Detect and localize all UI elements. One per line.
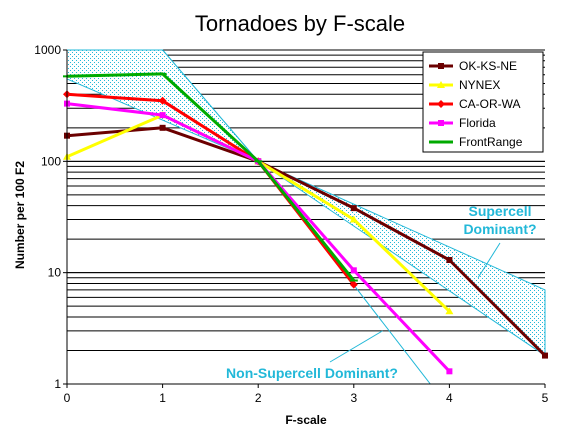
annotation-line: Dominant? — [463, 221, 536, 237]
series-line — [66, 113, 451, 313]
series-ok-ks-ne — [64, 124, 548, 359]
y-tick-label: 1000 — [34, 43, 61, 57]
legend-label: OK-KS-NE — [459, 59, 517, 73]
annotation-arrow — [477, 242, 501, 279]
legend-entry: NYNEX — [429, 78, 500, 92]
series-line — [66, 72, 355, 282]
x-tick-label: 2 — [255, 391, 262, 405]
y-tick-label: 1 — [54, 377, 61, 391]
data-point — [349, 215, 358, 223]
legend-entry: OK-KS-NE — [429, 59, 517, 73]
data-point — [159, 112, 166, 119]
annotations: Supercell Dominant? Non-Supercell Dominant… — [226, 203, 537, 381]
x-tick-label: 4 — [446, 391, 453, 405]
data-point — [350, 205, 357, 212]
chart-title: Tornadoes by F-scale — [195, 11, 405, 36]
legend-marker — [437, 81, 445, 88]
series-line — [66, 126, 547, 357]
data-point — [350, 267, 357, 274]
legend-marker — [437, 100, 445, 108]
data-point — [349, 280, 358, 289]
legend-label: FrontRange — [459, 135, 523, 149]
annotation-non-supercell: Non-Supercell Dominant? — [226, 365, 398, 381]
legend-label: NYNEX — [459, 78, 500, 92]
x-tick-label: 0 — [64, 391, 71, 405]
annotation-arrow — [329, 330, 383, 363]
legend-entry: CA-OR-WA — [429, 97, 521, 111]
legend-marker — [437, 141, 445, 143]
data-point — [159, 124, 166, 131]
data-point — [542, 352, 548, 359]
legend-marker — [438, 63, 444, 69]
data-point — [158, 96, 167, 105]
data-point — [254, 160, 263, 163]
legend-marker — [438, 120, 444, 126]
y-tick-label: 100 — [41, 154, 61, 168]
data-point — [349, 279, 358, 282]
annotation-line: Supercell — [468, 203, 531, 219]
x-tick-label: 1 — [159, 391, 166, 405]
x-tick-label: 5 — [542, 391, 549, 405]
y-tick-label: 10 — [48, 266, 62, 280]
legend-label: Florida — [459, 116, 496, 130]
data-point — [446, 368, 453, 375]
series-frontrange — [63, 72, 358, 282]
data-point — [446, 256, 453, 263]
legend-entry: FrontRange — [429, 135, 523, 149]
x-axis-title: F-scale — [285, 413, 327, 427]
x-tick-label: 3 — [350, 391, 357, 405]
legend-label: CA-OR-WA — [459, 97, 521, 111]
y-axis-title: Number per 100 F2 — [13, 161, 27, 269]
data-point — [158, 72, 167, 75]
legend: OK-KS-NE NYNEX CA-OR-WA Florida FrontRange — [422, 51, 544, 153]
data-point — [445, 307, 454, 315]
legend-entry: Florida — [429, 116, 496, 130]
annotation-supercell: Supercell Dominant? — [463, 203, 536, 237]
